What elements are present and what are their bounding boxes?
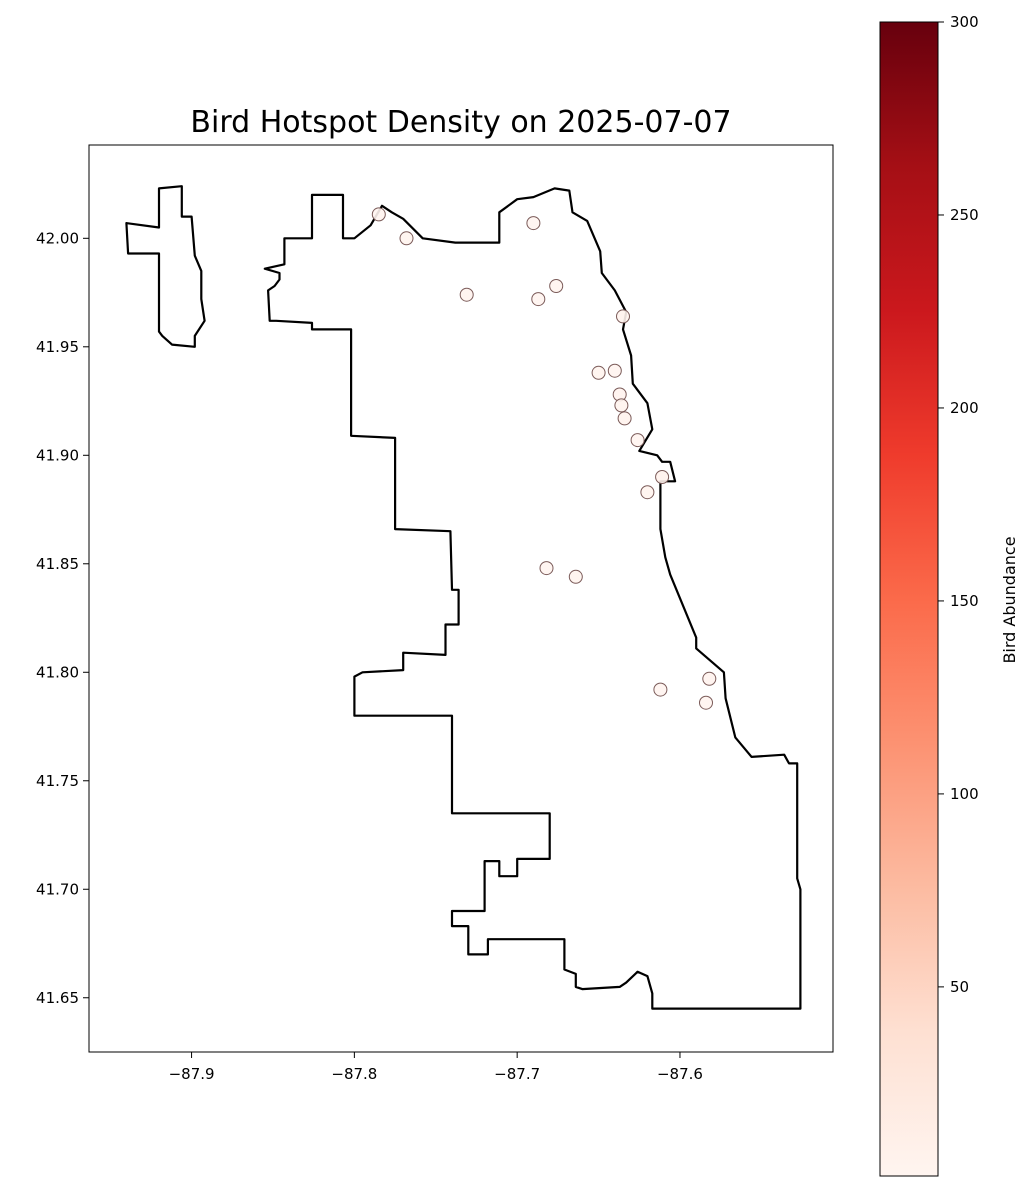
y-tick-label: 41.80	[36, 663, 79, 681]
hotspot-point	[459, 287, 474, 302]
hotspot-point	[617, 411, 632, 426]
y-tick-label: 41.65	[36, 989, 79, 1007]
x-tick-label: −87.9	[169, 1065, 215, 1083]
hotspot-point	[371, 207, 386, 222]
boundary-main	[263, 187, 802, 1010]
colorbar-label: Bird Abundance	[1000, 536, 1019, 663]
hotspot-point	[614, 398, 629, 413]
hotspot-point	[539, 561, 554, 576]
x-axis: −87.9 −87.8 −87.7 −87.6	[169, 1052, 703, 1083]
hotspot-point	[549, 279, 564, 293]
hotspot-point	[591, 365, 606, 380]
hotspot-point	[640, 485, 655, 500]
y-axis: 41.65 41.70 41.75 41.80 41.85 41.90 41.95 42.00	[36, 229, 89, 1007]
hotspot-point	[399, 231, 414, 246]
x-tick-label: −87.8	[331, 1065, 377, 1083]
hotspot-point	[526, 216, 541, 231]
hotspot-point	[630, 433, 645, 448]
colorbar-tick-label: 250	[950, 206, 979, 224]
hotspot-point	[616, 309, 630, 324]
hotspot-point	[568, 569, 583, 584]
hotspot-points	[371, 207, 717, 710]
hotspot-point	[531, 292, 546, 307]
city-boundary	[125, 185, 802, 1010]
boundary-annex	[125, 185, 206, 348]
y-tick-label: 42.00	[36, 229, 79, 247]
hotspot-point	[655, 470, 670, 484]
colorbar-tick-label: 300	[950, 13, 979, 31]
y-tick-label: 41.85	[36, 555, 79, 573]
chart-title: Bird Hotspot Density on 2025-07-07	[190, 105, 731, 140]
hotspot-point	[699, 695, 713, 710]
hotspot-point	[702, 671, 717, 686]
y-tick-label: 41.95	[36, 338, 79, 356]
y-tick-label: 41.90	[36, 446, 79, 464]
hotspot-point	[653, 682, 668, 697]
colorbar-tick-label: 150	[950, 592, 979, 610]
hotspot-point	[607, 363, 622, 378]
colorbar	[879, 21, 939, 1177]
colorbar-tick-label: 50	[950, 978, 969, 996]
colorbar-tick-label: 100	[950, 785, 979, 803]
x-tick-label: −87.6	[657, 1065, 703, 1083]
x-tick-label: −87.7	[494, 1065, 540, 1083]
y-tick-label: 41.70	[36, 880, 79, 898]
colorbar-axis: 50 100 150 200 250 300	[938, 13, 979, 996]
y-tick-label: 41.75	[36, 772, 79, 790]
colorbar-tick-label: 200	[950, 399, 979, 417]
